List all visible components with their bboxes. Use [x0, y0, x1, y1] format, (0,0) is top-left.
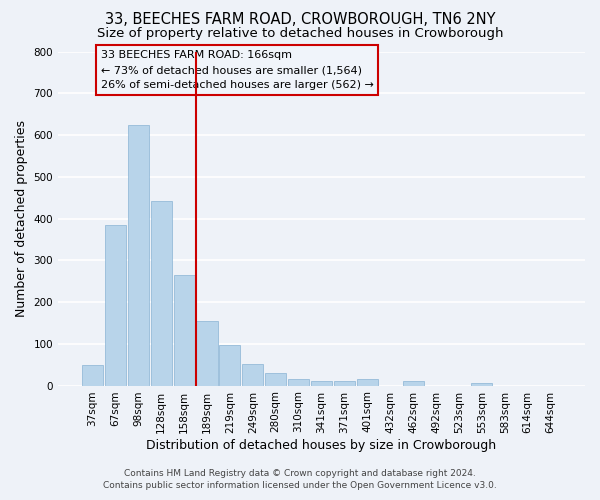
Y-axis label: Number of detached properties: Number of detached properties: [15, 120, 28, 317]
Text: 33, BEECHES FARM ROAD, CROWBOROUGH, TN6 2NY: 33, BEECHES FARM ROAD, CROWBOROUGH, TN6 …: [105, 12, 495, 28]
Bar: [311, 382, 332, 386]
Bar: [288, 380, 309, 386]
Bar: [151, 200, 172, 386]
Text: Contains HM Land Registry data © Crown copyright and database right 2024.
Contai: Contains HM Land Registry data © Crown c…: [103, 468, 497, 490]
Bar: [265, 373, 286, 386]
Bar: [357, 380, 378, 386]
Bar: [471, 384, 493, 386]
Bar: [128, 124, 149, 386]
Text: 33 BEECHES FARM ROAD: 166sqm
← 73% of detached houses are smaller (1,564)
26% of: 33 BEECHES FARM ROAD: 166sqm ← 73% of de…: [101, 50, 373, 90]
Text: Size of property relative to detached houses in Crowborough: Size of property relative to detached ho…: [97, 28, 503, 40]
Bar: [242, 364, 263, 386]
Bar: [334, 382, 355, 386]
X-axis label: Distribution of detached houses by size in Crowborough: Distribution of detached houses by size …: [146, 440, 497, 452]
Bar: [196, 321, 218, 386]
Bar: [82, 364, 103, 386]
Bar: [403, 382, 424, 386]
Bar: [173, 275, 194, 386]
Bar: [105, 225, 126, 386]
Bar: [220, 345, 241, 386]
